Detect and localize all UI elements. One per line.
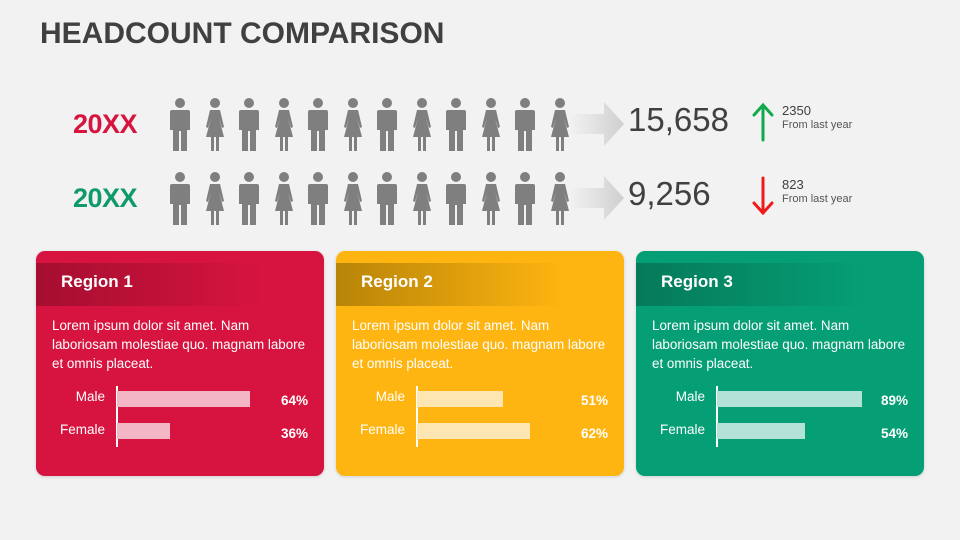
female-person-icon	[336, 97, 371, 157]
region-card-3: Region 3 Lorem ipsum dolor sit amet. Nam…	[636, 251, 924, 476]
headcount-total: 15,658	[628, 101, 729, 138]
male-bar	[417, 391, 503, 407]
female-person-icon	[336, 171, 371, 231]
gender-bar-chart: Male 64% Female 36%	[36, 381, 324, 451]
male-person-icon	[301, 97, 336, 157]
male-person-icon	[163, 97, 198, 157]
headcount-row-2: 20XX 9,256 823 From last year	[0, 171, 960, 231]
region-description: Lorem ipsum dolor sit amet. Nam laborios…	[52, 318, 306, 371]
female-person-icon	[267, 171, 302, 231]
region-header	[336, 263, 566, 306]
male-person-icon	[232, 171, 267, 231]
headcount-total: 9,256	[628, 175, 711, 212]
female-person-icon	[267, 97, 302, 157]
male-person-icon	[439, 171, 474, 231]
year-label: 20XX	[73, 183, 138, 213]
chart-axis	[116, 386, 118, 447]
region-title: Region 1	[61, 272, 133, 291]
female-label: Female	[59, 422, 105, 437]
female-person-icon	[198, 97, 233, 157]
female-bar	[417, 423, 530, 439]
female-person-icon	[474, 97, 509, 157]
chart-axis	[716, 386, 718, 447]
region-title: Region 3	[661, 272, 733, 291]
year-label: 20XX	[73, 109, 138, 139]
female-bar	[717, 423, 805, 439]
change-value: 823	[782, 177, 804, 192]
male-person-icon	[508, 171, 543, 231]
female-value: 62%	[580, 426, 608, 441]
female-person-icon	[474, 171, 509, 231]
region-description: Lorem ipsum dolor sit amet. Nam laborios…	[652, 318, 906, 371]
region-description: Lorem ipsum dolor sit amet. Nam laborios…	[352, 318, 606, 371]
female-person-icon	[198, 171, 233, 231]
male-value: 51%	[580, 393, 608, 408]
male-person-icon	[301, 171, 336, 231]
arrow-up-icon	[752, 102, 774, 142]
female-person-icon	[543, 97, 578, 157]
male-person-icon	[370, 97, 405, 157]
male-person-icon	[439, 97, 474, 157]
gradient-arrow-icon	[570, 176, 624, 220]
male-label: Male	[675, 389, 705, 404]
female-label: Female	[659, 422, 705, 437]
male-bar	[117, 391, 250, 407]
male-value: 89%	[880, 393, 908, 408]
female-value: 36%	[280, 426, 308, 441]
female-person-icon	[543, 171, 578, 231]
change-value: 2350	[782, 103, 811, 118]
female-person-icon	[405, 97, 440, 157]
people-icons	[163, 97, 577, 157]
change-label: From last year	[782, 193, 853, 205]
male-label: Male	[75, 389, 105, 404]
female-value: 54%	[880, 426, 908, 441]
male-value: 64%	[280, 393, 308, 408]
male-bar	[717, 391, 862, 407]
gender-bar-chart: Male 51% Female 62%	[336, 381, 624, 451]
page-title: HEADCOUNT COMPARISON	[40, 17, 445, 50]
headcount-row-1: 20XX 15,658 2350 From last year	[0, 97, 960, 157]
gender-bar-chart: Male 89% Female 54%	[636, 381, 924, 451]
male-label: Male	[375, 389, 405, 404]
arrow-down-icon	[752, 176, 774, 216]
region-header	[36, 263, 266, 306]
female-bar	[117, 423, 170, 439]
region-card-1: Region 1 Lorem ipsum dolor sit amet. Nam…	[36, 251, 324, 476]
male-person-icon	[232, 97, 267, 157]
change-indicator: 823 From last year	[782, 177, 852, 207]
chart-axis	[416, 386, 418, 447]
male-person-icon	[163, 171, 198, 231]
female-person-icon	[405, 171, 440, 231]
change-label: From last year	[782, 119, 853, 131]
change-indicator: 2350 From last year	[782, 103, 852, 133]
region-card-2: Region 2 Lorem ipsum dolor sit amet. Nam…	[336, 251, 624, 476]
people-icons	[163, 171, 577, 231]
gradient-arrow-icon	[570, 102, 624, 146]
female-label: Female	[359, 422, 405, 437]
male-person-icon	[508, 97, 543, 157]
male-person-icon	[370, 171, 405, 231]
region-title: Region 2	[361, 272, 433, 291]
region-header	[636, 263, 866, 306]
